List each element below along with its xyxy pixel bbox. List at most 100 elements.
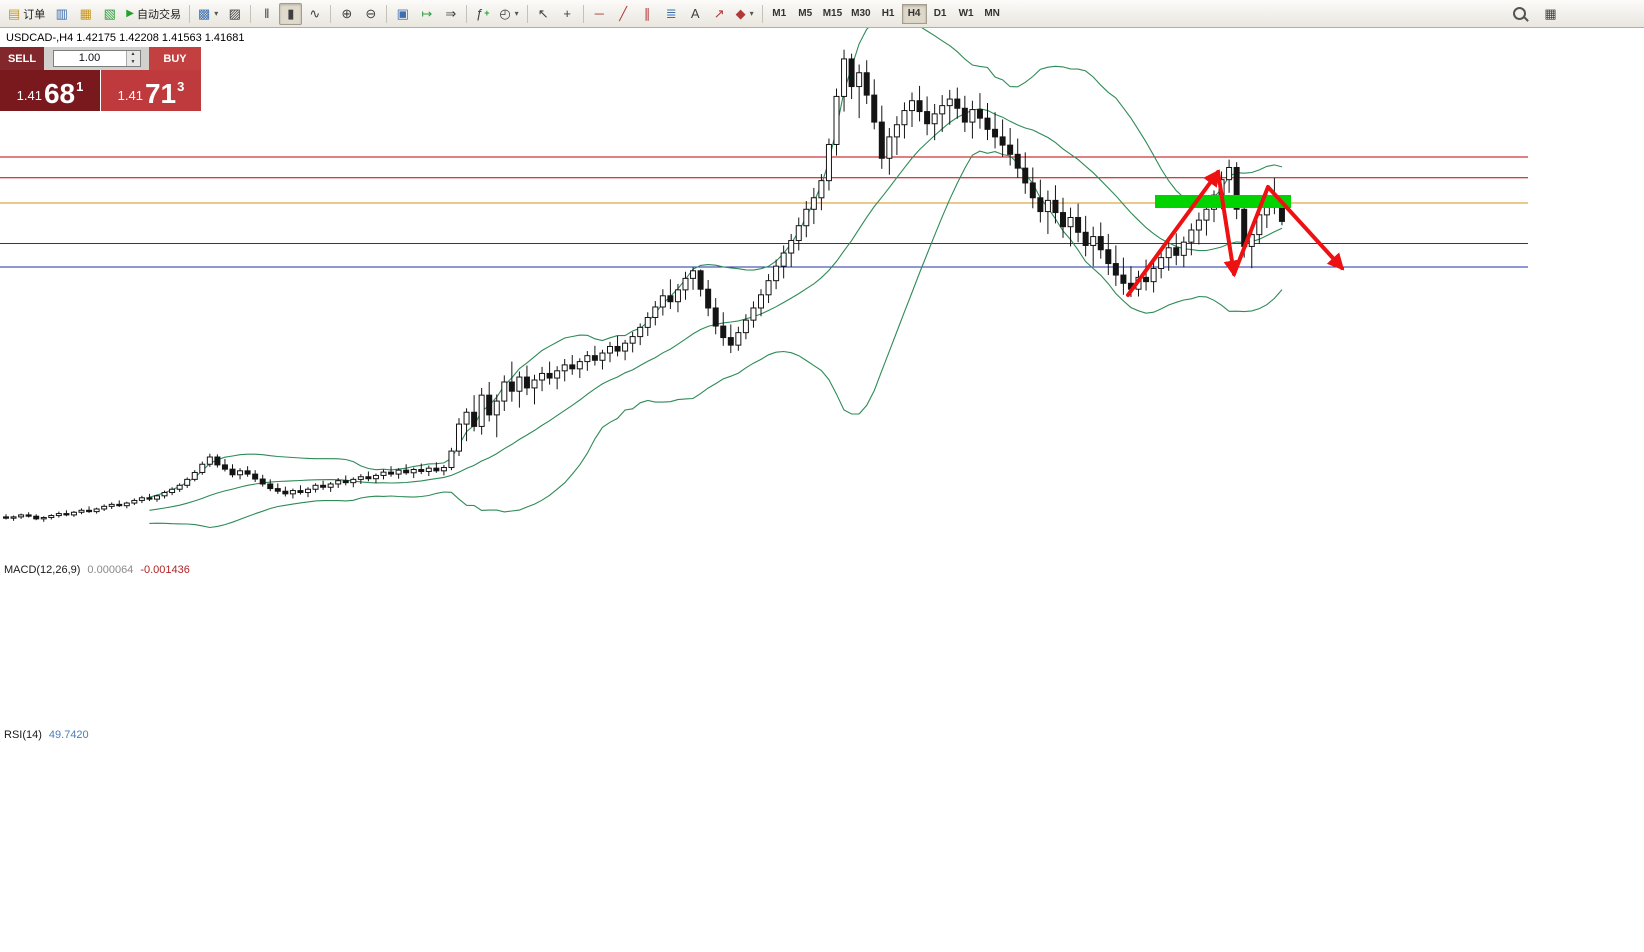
macd-label: MACD(12,26,9): [4, 564, 81, 576]
sell-price-prefix: 1.41: [16, 88, 42, 103]
chart-shift-button[interactable]: ⇒: [439, 3, 462, 25]
timeframe-h1[interactable]: H1: [881, 8, 895, 19]
channel-button[interactable]: ∥: [636, 3, 659, 25]
buy-price-sup: 3: [177, 79, 185, 94]
toolbar-separator: [250, 4, 252, 23]
crosshair-icon: +: [563, 6, 571, 21]
timeframe-d1[interactable]: D1: [933, 8, 947, 19]
sell-price-big: 68: [43, 78, 76, 109]
auto-trading-button[interactable]: ▶ 自动交易: [122, 3, 185, 25]
channel-icon: ∥: [643, 6, 651, 21]
timeframe-m1[interactable]: M1: [772, 8, 787, 19]
timeframe-m5[interactable]: M5: [798, 8, 813, 19]
toolbar-separator: [189, 4, 190, 23]
shapes-button[interactable]: ◆ ▾: [732, 3, 758, 25]
trendline-icon: ╱: [619, 6, 628, 21]
timeframe-w1[interactable]: W1: [958, 8, 974, 19]
sell-price-sup: 1: [76, 79, 84, 94]
volume-field: 1.00 ▲ ▼: [44, 47, 149, 70]
cursor-icon: ↖: [537, 6, 549, 21]
profiles-button[interactable]: ▨: [223, 3, 246, 25]
auto-trading-label: 自动交易: [137, 8, 181, 21]
sell-button[interactable]: SELL: [0, 47, 44, 70]
market-watch-button[interactable]: ▥: [50, 3, 73, 25]
bollinger-bands: [149, 22, 1283, 529]
chart-shift-icon: ⇒: [445, 6, 457, 21]
bar-chart-icon: ‖: [264, 6, 270, 21]
toolbar-right-icons: ▦: [1508, 2, 1562, 24]
toolbar-separator: [582, 4, 584, 23]
horizontal-line-button[interactable]: ─: [588, 3, 611, 25]
search-button[interactable]: [1508, 2, 1531, 24]
periods-button[interactable]: ◴ ▾: [495, 3, 522, 25]
volume-input[interactable]: 1.00 ▲ ▼: [52, 50, 141, 67]
candlestick-chart-icon: ▮: [287, 6, 295, 21]
zigzag-arrows[interactable]: [1126, 169, 1345, 297]
indicators-icon: ƒ: [476, 6, 484, 21]
volume-decrease-button[interactable]: ▼: [126, 58, 140, 66]
data-window-icon: ▦: [79, 6, 92, 21]
one-click-trading-panel: SELL 1.00 ▲ ▼ BUY 1.41 68 1 1.41 71 3: [0, 47, 201, 111]
buy-price-prefix: 1.41: [117, 88, 143, 103]
zoom-in-button[interactable]: ⊕: [335, 3, 358, 25]
search-icon: [1513, 6, 1526, 20]
arrow-tool-button[interactable]: ↗: [708, 3, 731, 25]
toolbar-separator: [386, 4, 388, 23]
toolbar-separator: [330, 4, 332, 23]
cursor-button[interactable]: ↖: [532, 3, 555, 25]
candlesticks: [3, 49, 1285, 522]
tile-windows-button[interactable]: ▣: [391, 3, 414, 25]
rsi-value: 49.7420: [48, 729, 89, 741]
windows-list-button[interactable]: ▦: [1539, 2, 1562, 24]
text-tool-icon: A: [690, 6, 700, 21]
buy-button[interactable]: BUY: [149, 47, 201, 70]
zoom-out-button[interactable]: ⊖: [359, 3, 382, 25]
timeframe-mn[interactable]: MN: [984, 8, 1000, 19]
buy-price-button[interactable]: 1.41 71 3: [101, 70, 201, 111]
volume-increase-button[interactable]: ▲: [126, 51, 140, 59]
new-order-button[interactable]: ▤ 订单: [4, 3, 49, 25]
bar-chart-button[interactable]: ‖: [255, 3, 278, 25]
auto-scroll-button[interactable]: ↦: [415, 3, 438, 25]
timeframe-m30[interactable]: M30: [851, 8, 871, 19]
navigator-icon: ▧: [103, 6, 116, 21]
timeframe-h4[interactable]: H4: [901, 3, 927, 24]
new-order-icon: ▤: [8, 6, 21, 21]
toolbar-separator: [526, 4, 528, 23]
arrow-tool-icon: ↗: [713, 6, 725, 21]
trendline-button[interactable]: ╱: [612, 3, 635, 25]
line-chart-icon: ∿: [309, 6, 321, 21]
timeframe-m15[interactable]: M15: [822, 8, 843, 19]
candlestick-chart-button[interactable]: ▮: [279, 2, 303, 25]
buy-price-big: 71: [144, 78, 177, 109]
horizontal-line-icon: ─: [594, 6, 604, 21]
crosshair-button[interactable]: +: [556, 3, 579, 25]
volume-value: 1.00: [78, 52, 101, 64]
chevron-down-icon: ▾: [514, 9, 519, 18]
indicators-button[interactable]: ƒ +: [471, 3, 494, 25]
market-watch-icon: ▥: [55, 6, 68, 21]
macd-signal-value: -0.001436: [140, 564, 190, 576]
fibonacci-icon: ≣: [665, 6, 677, 21]
sell-price-button[interactable]: 1.41 68 1: [0, 70, 100, 111]
rsi-readout: RSI(14) 49.7420: [4, 729, 89, 741]
zoom-in-icon: ⊕: [341, 6, 353, 21]
macd-main-value: 0.000064: [87, 564, 134, 576]
toolbar: ▤ 订单 ▥ ▦ ▧ ▶ 自动交易 ▩ ▾ ▨ ‖ ▮ ∿ ⊕ ⊖ ▣ ↦ ⇒ …: [0, 0, 1644, 28]
toolbar-separator: [466, 4, 468, 23]
profiles-icon: ▨: [228, 6, 241, 21]
data-window-button[interactable]: ▦: [74, 3, 97, 25]
new-chart-icon: ▩: [198, 6, 211, 21]
macd-readout: MACD(12,26,9) 0.000064 -0.001436: [4, 564, 190, 576]
rsi-label: RSI(14): [4, 729, 42, 741]
periods-icon: ◴: [499, 6, 511, 21]
fibonacci-button[interactable]: ≣: [660, 3, 683, 25]
windows-list-icon: ▦: [1544, 5, 1557, 21]
new-chart-button[interactable]: ▩ ▾: [194, 3, 222, 25]
line-chart-button[interactable]: ∿: [303, 3, 326, 25]
auto-trading-play-icon: ▶: [126, 7, 134, 19]
text-tool-button[interactable]: A: [684, 3, 707, 25]
navigator-button[interactable]: ▧: [98, 3, 121, 25]
price-lines[interactable]: [0, 156, 1528, 268]
